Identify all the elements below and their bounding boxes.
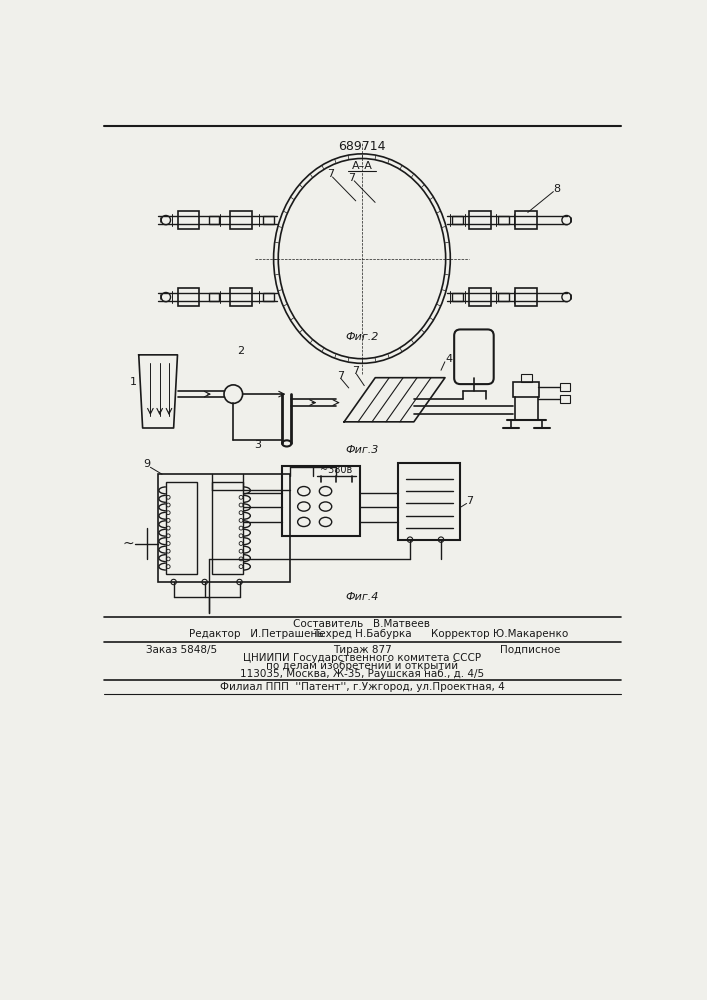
Bar <box>469 288 491 306</box>
Bar <box>515 211 537 229</box>
Text: по делам изобретений и открытий: по делам изобретений и открытий <box>266 661 458 671</box>
Text: 1: 1 <box>130 377 137 387</box>
Text: ~380в: ~380в <box>320 465 353 475</box>
Bar <box>521 374 532 382</box>
Text: Филиал ППП  ''Патент'', г.Ужгород, ул.Проектная, 4: Филиал ППП ''Патент'', г.Ужгород, ул.Про… <box>220 682 504 692</box>
Text: Фиг.3: Фиг.3 <box>345 445 379 455</box>
Text: ЦНИИПИ Государственного комитета СССР: ЦНИИПИ Государственного комитета СССР <box>243 653 481 663</box>
Text: 2: 2 <box>238 346 245 356</box>
Text: ~: ~ <box>123 536 134 550</box>
Bar <box>559 383 571 391</box>
Text: Фиг.2: Фиг.2 <box>345 332 379 342</box>
Text: 7: 7 <box>466 496 473 506</box>
Text: 113035, Москва, Ж-35, Раушская наб., д. 4/5: 113035, Москва, Ж-35, Раушская наб., д. … <box>240 669 484 679</box>
Text: 8: 8 <box>554 184 561 194</box>
Text: Корректор Ю.Макаренко: Корректор Ю.Макаренко <box>431 629 568 639</box>
Text: 7: 7 <box>352 366 359 376</box>
Text: Заказ 5848/5: Заказ 5848/5 <box>146 645 218 655</box>
Bar <box>158 474 290 582</box>
Text: 7: 7 <box>327 169 334 179</box>
Bar <box>513 382 539 397</box>
Text: Техред Н.Бабурка: Техред Н.Бабурка <box>312 629 411 639</box>
Text: А–А: А–А <box>351 161 373 171</box>
Bar <box>498 216 509 224</box>
Bar <box>452 293 462 301</box>
Text: Составитель   В.Матвеев: Составитель В.Матвеев <box>293 619 431 629</box>
Text: 7: 7 <box>337 371 344 381</box>
Text: Подписное: Подписное <box>500 645 561 655</box>
Text: Редактор   И.Петрашень: Редактор И.Петрашень <box>189 629 324 639</box>
Bar <box>166 482 197 574</box>
Text: 4: 4 <box>445 354 452 364</box>
Bar <box>263 216 274 224</box>
Bar <box>263 293 274 301</box>
Text: 3: 3 <box>254 440 261 450</box>
Bar <box>452 216 462 224</box>
Bar <box>230 288 252 306</box>
Bar <box>559 395 571 403</box>
Bar <box>515 288 537 306</box>
Bar <box>212 482 243 574</box>
Bar <box>282 466 360 536</box>
Bar <box>177 288 199 306</box>
Text: Фиг.4: Фиг.4 <box>345 592 379 602</box>
Bar <box>177 211 199 229</box>
Text: 7: 7 <box>349 173 356 183</box>
Bar <box>230 211 252 229</box>
Bar <box>398 463 460 540</box>
Bar <box>469 211 491 229</box>
Text: Тираж 877: Тираж 877 <box>332 645 392 655</box>
Bar <box>209 216 219 224</box>
Bar <box>498 293 509 301</box>
Bar <box>209 293 219 301</box>
Text: 689714: 689714 <box>338 140 386 153</box>
Text: 9: 9 <box>143 459 150 469</box>
